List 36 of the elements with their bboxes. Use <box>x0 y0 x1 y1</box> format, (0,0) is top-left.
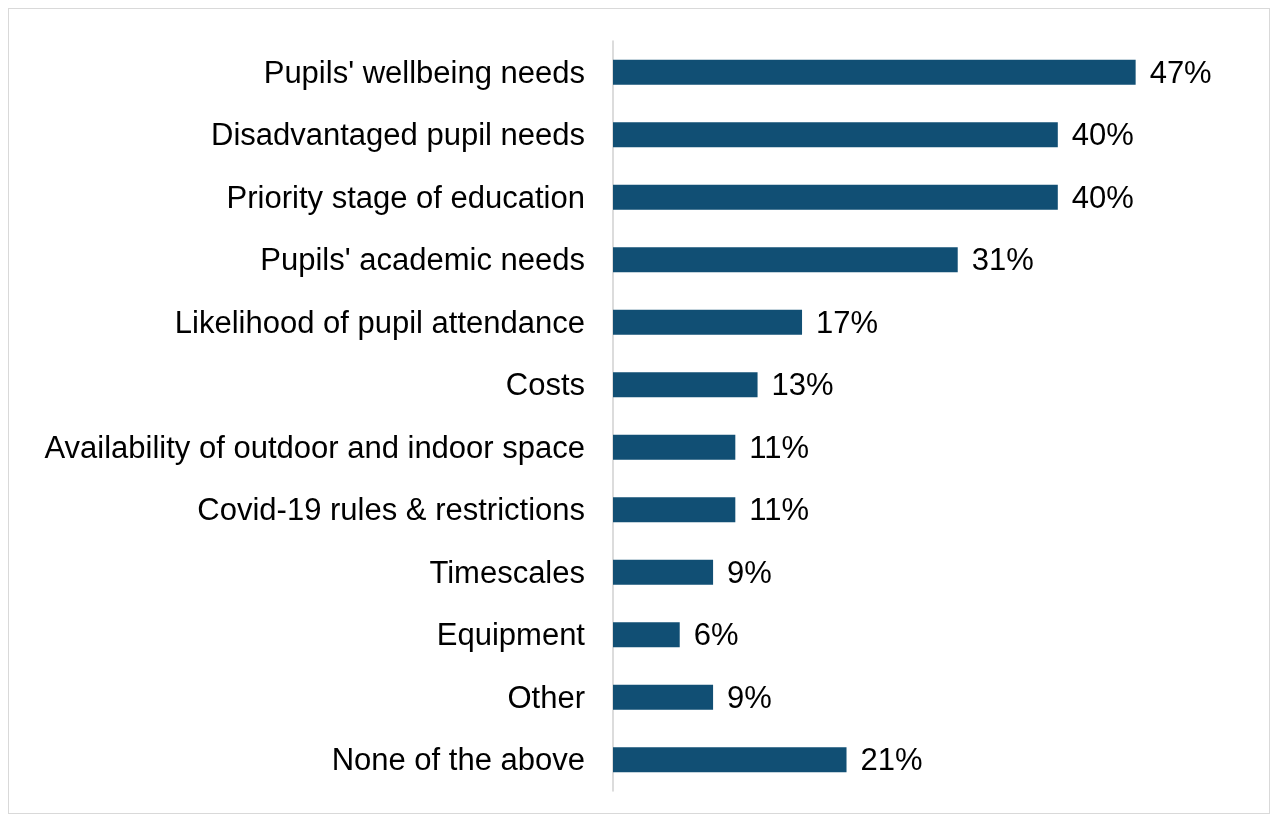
y-tick-label: None of the above <box>331 742 585 778</box>
data-label: 40% <box>1071 117 1134 153</box>
data-label: 21% <box>860 742 923 778</box>
bar <box>613 497 736 523</box>
y-tick-label: Availability of outdoor and indoor space <box>44 429 585 465</box>
bar <box>613 247 958 273</box>
bar <box>613 59 1136 85</box>
y-tick-label: Timescales <box>429 554 585 590</box>
bar <box>613 372 758 398</box>
data-label: 40% <box>1071 179 1134 215</box>
y-tick-label: Pupils' wellbeing needs <box>263 54 585 90</box>
y-tick-label: Costs <box>505 367 585 403</box>
y-tick-label: Disadvantaged pupil needs <box>211 117 585 153</box>
data-label: 17% <box>816 304 879 340</box>
data-label: 31% <box>971 242 1034 278</box>
y-tick-label: Pupils' academic needs <box>260 242 585 278</box>
y-tick-label: Priority stage of education <box>226 179 585 215</box>
data-label: 47% <box>1149 54 1212 90</box>
bar <box>613 684 714 710</box>
bar <box>613 184 1058 210</box>
bar <box>613 122 1058 148</box>
bar <box>613 434 736 460</box>
bar <box>613 309 803 335</box>
data-label: 11% <box>749 492 810 528</box>
data-label: 13% <box>771 367 834 403</box>
bar <box>613 559 714 585</box>
data-label: 6% <box>693 617 739 653</box>
bar <box>613 747 847 773</box>
y-tick-label: Other <box>507 679 585 715</box>
y-tick-label: Covid-19 rules & restrictions <box>197 492 585 528</box>
y-tick-label: Equipment <box>436 617 586 653</box>
y-tick-label: Likelihood of pupil attendance <box>174 304 585 340</box>
data-label: 9% <box>727 554 772 590</box>
data-label: 11% <box>749 429 810 465</box>
bar <box>613 622 680 648</box>
data-label: 9% <box>727 679 772 715</box>
